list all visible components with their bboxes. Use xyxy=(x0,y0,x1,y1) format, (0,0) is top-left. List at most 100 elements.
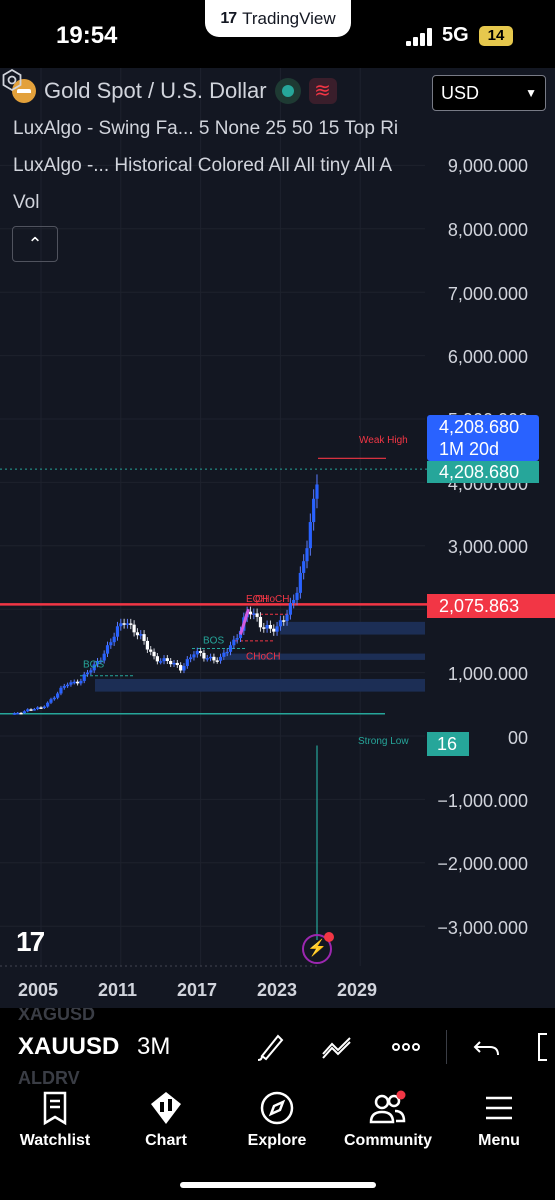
watchlist-icon xyxy=(43,1091,67,1126)
candle-body xyxy=(199,651,203,653)
lightning-icon[interactable]: ⚡ xyxy=(302,932,334,964)
candle-body xyxy=(165,658,169,661)
candle-body xyxy=(225,651,229,654)
candle-body xyxy=(302,561,306,573)
order-block-zone xyxy=(225,653,425,660)
order-block-zone xyxy=(95,678,425,692)
volume-value-tag: 16 xyxy=(427,732,469,756)
battery-icon: 14 xyxy=(479,26,513,46)
price-tick: −2,000.000 xyxy=(437,854,528,874)
candle-body xyxy=(308,522,312,549)
more-icon[interactable] xyxy=(389,1030,423,1064)
clock: 19:54 xyxy=(56,22,118,49)
nav-explore[interactable]: Explore xyxy=(222,1090,332,1150)
candle-body xyxy=(202,652,206,659)
candle-body xyxy=(92,664,96,671)
candle-body xyxy=(52,697,56,700)
indicator-legend-1[interactable]: LuxAlgo - Swing Fa... 5 None 25 50 15 To… xyxy=(13,118,399,139)
collapse-legend-button[interactable]: ⌃ xyxy=(12,226,58,262)
candle-body xyxy=(29,709,33,711)
candle-body xyxy=(39,707,43,709)
nav-watchlist[interactable]: Watchlist xyxy=(0,1090,110,1150)
nav-watchlist-label: Watchlist xyxy=(19,1132,91,1149)
candle-body xyxy=(32,709,36,711)
highlight-segment xyxy=(239,608,250,636)
countdown-price: 4,208.680 xyxy=(439,417,520,437)
tradingview-pill[interactable]: 17 TradingView xyxy=(205,0,351,37)
indicator-legend-2[interactable]: LuxAlgo -... Historical Colored All All … xyxy=(13,155,393,176)
nav-menu-label: Menu xyxy=(478,1132,520,1149)
candle-body xyxy=(265,624,269,629)
nav-menu[interactable]: Menu xyxy=(444,1090,554,1150)
community-icon xyxy=(369,1090,406,1124)
candle-body xyxy=(208,656,213,659)
chart-pane[interactable]: Weak High Strong Low BOS BOS EQH CHoCH CHoCH G… xyxy=(0,68,555,1008)
time-tick: 2029 xyxy=(337,980,378,1000)
candle-body xyxy=(125,623,130,625)
candle-body xyxy=(288,603,292,615)
candle-body xyxy=(252,613,256,615)
candle-body xyxy=(272,628,276,632)
candle-body xyxy=(278,620,282,627)
candle-body xyxy=(172,662,176,665)
chevron-up-icon: ⌃ xyxy=(27,234,43,254)
symbol-header[interactable]: Gold Spot / U.S. Dollar ≋ xyxy=(12,78,337,104)
candle-body xyxy=(56,693,60,698)
candle-body xyxy=(79,680,83,684)
candle-body xyxy=(315,484,319,499)
candle-body xyxy=(255,613,259,617)
gold-icon xyxy=(12,79,36,103)
bar-countdown: 1M 20d xyxy=(439,439,500,459)
candle-body xyxy=(159,661,163,663)
candle-body xyxy=(282,620,286,622)
candle-body xyxy=(139,634,143,636)
undo-icon[interactable] xyxy=(470,1030,504,1064)
candle-body xyxy=(26,709,30,712)
candle-body xyxy=(175,662,179,666)
candle-body xyxy=(119,623,123,627)
signal-icon xyxy=(406,28,434,46)
candle-body xyxy=(85,672,90,675)
settings-icon[interactable] xyxy=(0,68,24,92)
candle-body xyxy=(112,636,116,643)
candle-body xyxy=(135,632,140,636)
price-tick: −1,000.000 xyxy=(437,791,528,811)
chevron-down-icon: ▼ xyxy=(525,86,537,100)
fullscreen-icon[interactable] xyxy=(533,1030,555,1064)
indicators-icon[interactable] xyxy=(320,1030,354,1064)
candle-body xyxy=(72,681,76,684)
candle-body xyxy=(285,614,289,622)
symbol-title[interactable]: Gold Spot / U.S. Dollar xyxy=(44,78,267,103)
candle-body xyxy=(268,624,273,629)
symbol-selector[interactable]: XAUUSD xyxy=(18,1033,120,1060)
currency-value: USD xyxy=(441,83,480,103)
wave-icon[interactable]: ≋ xyxy=(308,78,337,104)
price-tick: −3,000.000 xyxy=(437,918,528,938)
candle-body xyxy=(169,660,173,665)
currency-select[interactable]: USD ▼ xyxy=(432,75,546,111)
tradingview-pill-label: TradingView xyxy=(242,8,336,28)
order-block-zone xyxy=(280,621,425,635)
market-open-icon[interactable] xyxy=(274,78,301,104)
candle-body xyxy=(145,640,149,650)
ghost-symbol-below: ALDRV xyxy=(18,1068,80,1086)
indicator-legend-volume[interactable]: Vol xyxy=(13,192,40,213)
timeframe-selector[interactable]: 3M xyxy=(137,1033,171,1060)
candle-body xyxy=(16,712,20,715)
candle-body xyxy=(152,651,156,657)
candle-body xyxy=(42,706,46,709)
bos-label: BOS xyxy=(203,635,224,646)
home-indicator xyxy=(180,1182,376,1188)
candle-body xyxy=(69,682,73,685)
nav-chart[interactable]: Chart xyxy=(111,1090,221,1150)
candle-body xyxy=(275,626,279,632)
countdown-price-tag: 4,208.680 1M 20d xyxy=(427,415,539,461)
candle-body xyxy=(305,548,309,562)
nav-community[interactable]: Community xyxy=(333,1090,443,1150)
brush-icon[interactable] xyxy=(254,1030,288,1064)
weak-high-label: Weak High xyxy=(359,435,408,446)
candle-body xyxy=(75,681,80,684)
compass-icon xyxy=(260,1091,294,1125)
candle-body xyxy=(262,627,266,629)
